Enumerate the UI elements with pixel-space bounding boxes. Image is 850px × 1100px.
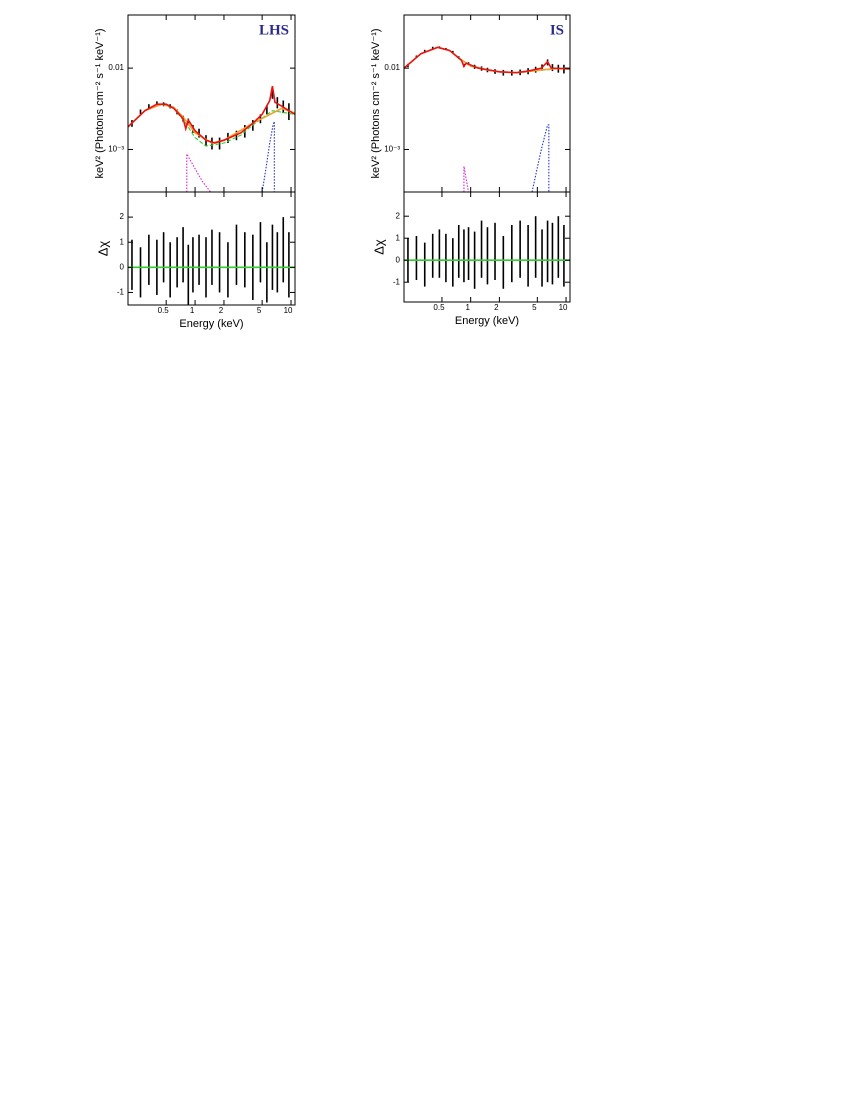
plot-area bbox=[128, 86, 295, 192]
frame bbox=[127, 191, 296, 306]
y-tick-label: 2 bbox=[120, 212, 125, 221]
y-axis-title: Δχ bbox=[95, 241, 110, 257]
panel: 10⁻³ 0.01 LHS keV² (Photons cm⁻² s⁻¹ keV⁻¹) bbox=[94, 14, 296, 193]
series-line bbox=[128, 86, 295, 144]
x-tick-label: 1 bbox=[465, 303, 470, 312]
plot-area bbox=[128, 217, 295, 305]
frame bbox=[403, 191, 571, 303]
series-line bbox=[128, 103, 295, 144]
y-tick-label: -1 bbox=[117, 288, 125, 297]
panel: 10⁻³ 0.01 IS keV² (Photons cm⁻² s⁻¹ keV⁻¹) bbox=[370, 14, 571, 193]
series-line bbox=[404, 46, 570, 74]
y-axis-title: keV² (Photons cm⁻² s⁻¹ keV⁻¹) bbox=[94, 28, 106, 178]
y-tick-label: 10⁻³ bbox=[108, 145, 124, 154]
x-tick-label: 2 bbox=[494, 303, 499, 312]
y-tick-label: -1 bbox=[393, 277, 401, 286]
y-axis-title: Δχ bbox=[371, 239, 386, 255]
y-axis-title: keV² (Photons cm⁻² s⁻¹ keV⁻¹) bbox=[370, 28, 382, 178]
panel: 0.5 1 2 5 10 -1 0 1 2 Energy (keV) Δχ bbox=[371, 191, 571, 327]
panel-label: LHS bbox=[259, 22, 289, 38]
x-tick-label: 5 bbox=[532, 303, 537, 312]
x-axis-title: Energy (keV) bbox=[455, 315, 519, 327]
series-line bbox=[186, 151, 211, 192]
x-tick-label: 1 bbox=[190, 306, 195, 315]
y-tick-label: 0 bbox=[120, 262, 125, 271]
x-tick-label: 10 bbox=[559, 303, 568, 312]
x-tick-label: 5 bbox=[257, 306, 262, 315]
y-tick-label: 1 bbox=[120, 237, 125, 246]
plot-area bbox=[404, 46, 570, 192]
y-tick-label: 0 bbox=[396, 255, 401, 264]
x-tick-label: 0.5 bbox=[158, 306, 170, 315]
y-tick-label: 10⁻³ bbox=[384, 145, 400, 154]
y-tick-label: 0.01 bbox=[384, 63, 400, 72]
y-tick-label: 2 bbox=[396, 211, 401, 220]
y-tick-label: 0.01 bbox=[108, 63, 124, 72]
x-tick-label: 0.5 bbox=[433, 303, 445, 312]
y-tick-label: 1 bbox=[396, 233, 401, 242]
x-tick-label: 10 bbox=[284, 306, 293, 315]
panel: 0.5 1 2 5 10 -1 0 1 2 Energy (keV) Δχ bbox=[95, 191, 296, 330]
x-axis-title: Energy (keV) bbox=[179, 318, 243, 330]
panel-label: IS bbox=[550, 22, 564, 38]
x-tick-label: 2 bbox=[219, 306, 224, 315]
series-line bbox=[463, 166, 470, 192]
